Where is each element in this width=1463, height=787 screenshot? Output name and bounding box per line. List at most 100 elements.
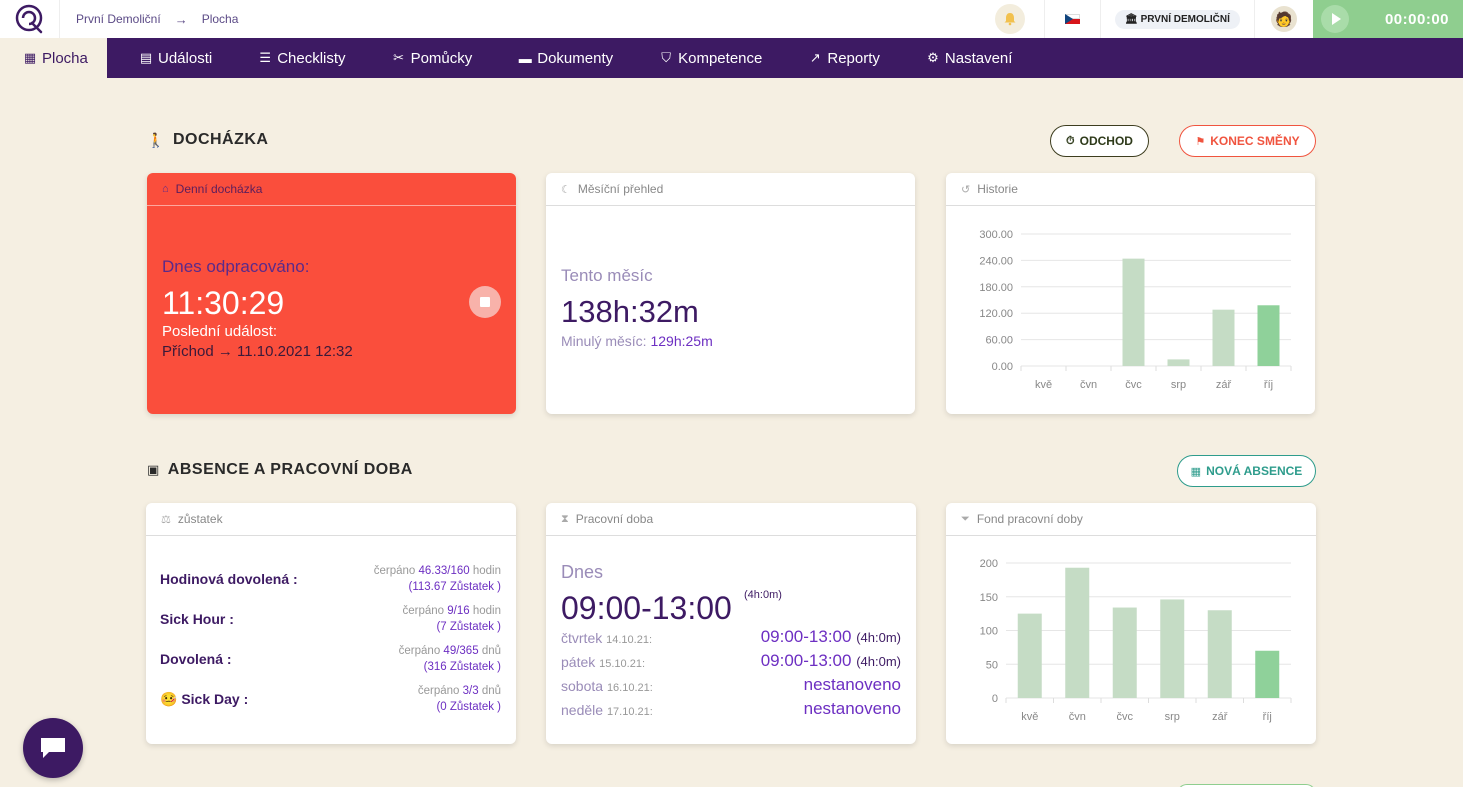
last-month-value: 129h:25m: [650, 333, 713, 349]
stop-button[interactable]: [469, 286, 501, 318]
nav-item-kompetence[interactable]: ⛉ Kompetence: [636, 38, 785, 78]
bell-icon: [995, 4, 1025, 34]
stop-icon: [480, 297, 490, 307]
logo-icon: [15, 4, 42, 34]
balance-row: Dovolená : čerpáno 49/365 dnů (316 Zůstat…: [160, 645, 501, 673]
this-month-value: 138h:32m: [561, 294, 699, 329]
new-absence-button[interactable]: ▦ NOVÁ ABSENCE: [1177, 455, 1316, 487]
y-tick-label: 300.00: [979, 229, 1013, 241]
language-switch[interactable]: [1044, 0, 1100, 38]
bar: [1017, 613, 1042, 698]
nav-item-checklisty[interactable]: ☰ Checklisty: [259, 49, 346, 67]
calendar-times-icon: ▣: [147, 462, 160, 477]
today-label: Dnes: [561, 562, 604, 582]
calendar-icon: ▤: [139, 50, 153, 65]
balance-row: Sick Hour : čerpáno 9/16 hodin (7 Zůstate…: [160, 605, 501, 633]
tools-icon: ✂: [393, 50, 405, 65]
y-tick-label: 0.00: [992, 361, 1013, 373]
play-icon: [1332, 13, 1341, 25]
x-tick-label: říj: [1263, 711, 1272, 723]
x-tick-label: zář: [1216, 379, 1232, 391]
main-nav: ▦ Plocha ▤ Události ☰ Checklisty ✂ Pomůcky ▬…: [0, 38, 1463, 78]
balance-row: 🤒 Sick Day : čerpáno 3/3 dnů (0 Zůstatek …: [160, 685, 501, 713]
bank-icon: 🏛: [1125, 13, 1141, 25]
today-value: 09:00-13:00: [561, 590, 732, 626]
x-tick-label: čvc: [1117, 711, 1134, 723]
card-header: ☾ Měsíční přehled: [546, 173, 915, 206]
end-shift-button[interactable]: ⚑ KONEC SMĚNY: [1179, 125, 1316, 157]
house-user-icon: ⌂: [162, 183, 169, 195]
calendar-plus-icon: ▦: [1190, 465, 1202, 478]
flag-checkered-icon: ⚑: [1195, 135, 1206, 148]
y-tick-label: 180.00: [979, 282, 1013, 294]
x-tick-label: zář: [1212, 711, 1228, 723]
y-tick-label: 50: [986, 659, 998, 671]
czech-flag-icon: [1065, 14, 1080, 24]
x-tick-label: čvn: [1080, 379, 1097, 391]
x-tick-label: srp: [1165, 711, 1180, 723]
list-check-icon: ☰: [259, 50, 272, 65]
chat-button[interactable]: [23, 718, 83, 778]
bar: [1160, 599, 1185, 698]
balance-card: ⚖ zůstatek Hodinová dovolená : čerpáno 4…: [146, 503, 516, 744]
avatar: 🧑: [1271, 6, 1297, 32]
card-header: ⚖ zůstatek: [146, 503, 516, 536]
breadcrumb-company[interactable]: První Demoliční: [76, 12, 161, 26]
leave-button[interactable]: ⏱ ODCHOD: [1050, 125, 1149, 157]
moon-icon: ☾: [561, 183, 571, 196]
card-header: ⌂ Denní docházka: [147, 173, 516, 206]
hourglass-icon: ⧗: [561, 512, 569, 525]
last-month-label: Minulý měsíc:: [561, 333, 647, 349]
balance-scale-icon: ⚖: [161, 513, 171, 526]
x-tick-label: říj: [1264, 379, 1273, 391]
play-button[interactable]: [1321, 5, 1349, 33]
y-tick-label: 0: [992, 693, 998, 705]
bar: [1167, 359, 1190, 366]
y-tick-label: 240.00: [979, 255, 1013, 267]
funnel-dollar-icon: ⏷: [961, 512, 970, 525]
worked-today-value: 11:30:29: [162, 285, 285, 321]
last-month: Minulý měsíc: 129h:25m: [561, 333, 713, 349]
nav-item-dokumenty[interactable]: ▬ Dokumenty: [518, 49, 614, 67]
nav-item-pomucky[interactable]: ✂ Pomůcky: [393, 49, 473, 67]
x-tick-label: kvě: [1021, 711, 1038, 723]
folder-icon: ▬: [518, 50, 532, 66]
gear-icon: ⚙: [927, 50, 939, 65]
y-tick-label: 100: [980, 626, 998, 638]
company-badge: PRVNÍ DEMOLIČNÍ: [1140, 13, 1230, 25]
nav-item-plocha[interactable]: ▦ Plocha: [0, 38, 107, 78]
x-tick-label: čvn: [1069, 711, 1086, 723]
today-duration: (4h:0m): [744, 589, 782, 601]
workday-row: pátek 15.10.21: 09:00-13:00 (4h:0m): [561, 651, 901, 670]
bar: [1112, 607, 1137, 698]
work-timer: 00:00:00: [1313, 0, 1463, 38]
monthly-overview-card: ☾ Měsíční přehled Tento měsíc 138h:32m M…: [546, 173, 915, 414]
timer-value: 00:00:00: [1384, 10, 1449, 28]
daily-attendance-card: ⌂ Denní docházka Dnes odpracováno: 11:30…: [147, 173, 516, 414]
work-fund-chart: 0 50 100 150 200 kvě čvn čvc srp zář říj: [980, 558, 1292, 723]
bar: [1065, 567, 1090, 698]
bar: [1207, 610, 1232, 698]
notifications-button[interactable]: [990, 0, 1030, 38]
nav-item-nastaveni[interactable]: ⚙ Nastavení: [927, 49, 1013, 67]
bar: [1257, 305, 1280, 366]
nav-item-udalosti[interactable]: ▤ Události: [139, 49, 213, 67]
nav-item-reporty[interactable]: ↗ Reporty: [809, 49, 880, 67]
company-switch[interactable]: 🏛 PRVNÍ DEMOLIČNÍ: [1100, 0, 1254, 38]
certificate-icon: ⛉: [661, 50, 671, 65]
y-tick-label: 200: [980, 558, 998, 570]
stopwatch-icon: ⏱: [1066, 134, 1075, 147]
history-chart: 0.00 60.00 120.00 180.00 240.00 300.00 kvě čvn č…: [979, 229, 1292, 391]
walking-icon: 🚶: [147, 131, 165, 148]
app-logo[interactable]: [0, 0, 60, 38]
card-header: ⧗ Pracovní doba: [546, 503, 916, 536]
workday-row: čtvrtek 14.10.21: 09:00-13:00 (4h:0m): [561, 627, 901, 646]
x-tick-label: srp: [1171, 379, 1186, 391]
last-event-label: Poslední událost:: [162, 323, 278, 340]
bar: [1212, 309, 1235, 366]
card-header: ↺ Historie: [946, 173, 1315, 206]
user-menu[interactable]: 🧑: [1254, 0, 1313, 38]
last-event-value: Příchod → 11.10.2021 12:32: [162, 343, 353, 360]
breadcrumb: První Demoliční → Plocha: [60, 12, 238, 27]
chat-icon: [41, 738, 65, 758]
